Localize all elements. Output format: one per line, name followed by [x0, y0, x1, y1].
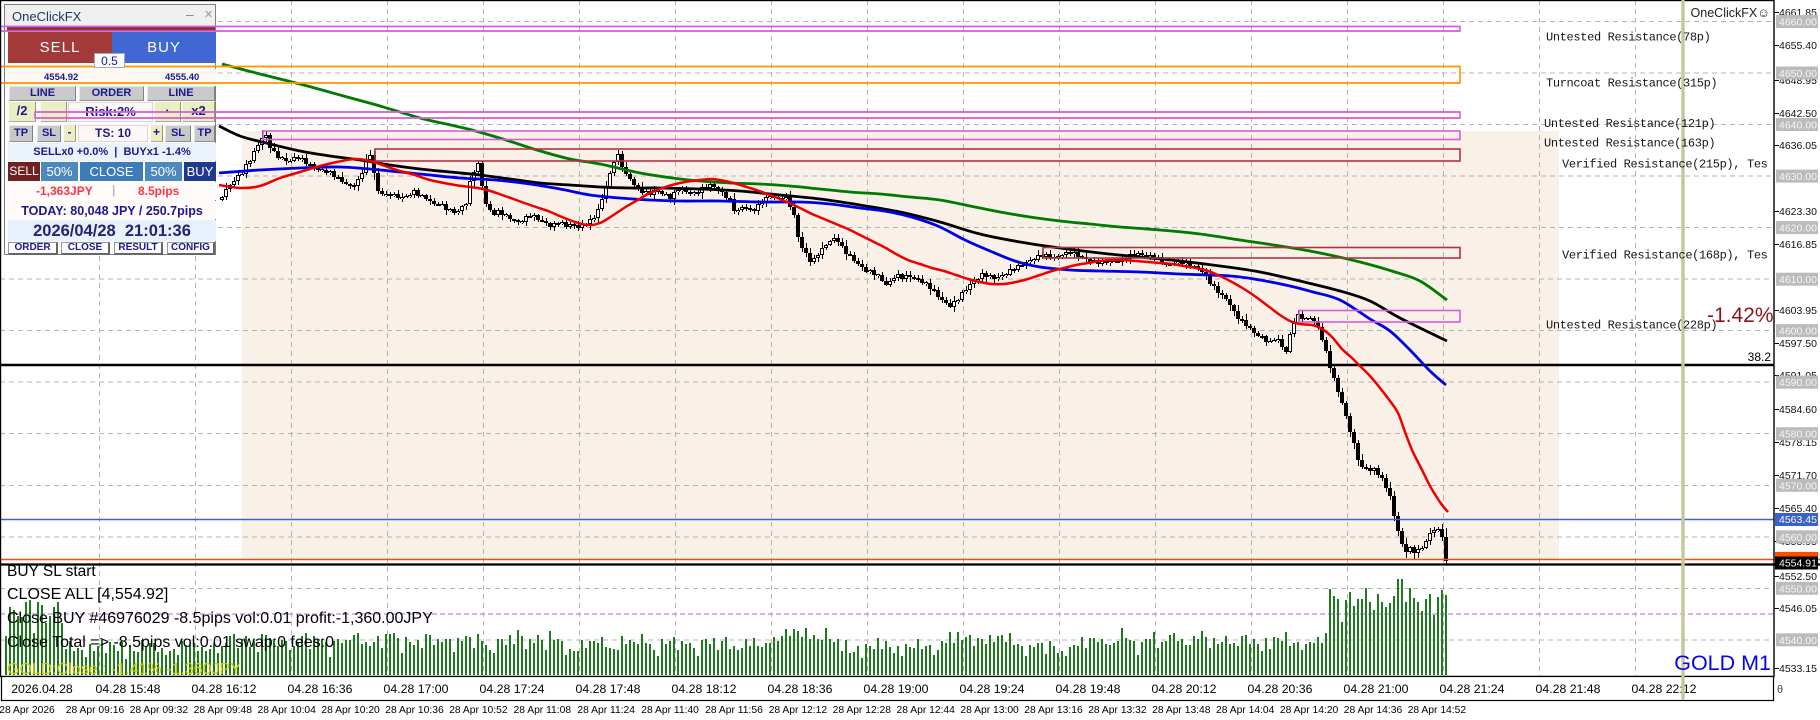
svg-text:28 Apr 13:32: 28 Apr 13:32 [1088, 705, 1147, 716]
svg-text:OneClickFX☺: OneClickFX☺ [1691, 6, 1770, 20]
svg-text:28 Apr 11:08: 28 Apr 11:08 [513, 705, 571, 716]
svg-text:4603.95: 4603.95 [1779, 305, 1817, 317]
svg-text:Untested Resistance(228p): Untested Resistance(228p) [1546, 319, 1717, 333]
svg-text:28 Apr 10:36: 28 Apr 10:36 [385, 705, 444, 716]
svg-text:4636.05: 4636.05 [1779, 140, 1817, 152]
svg-text:4554.91: 4554.91 [1779, 558, 1817, 570]
svg-text:28 Apr 10:52: 28 Apr 10:52 [449, 705, 508, 716]
svg-text:4546.05: 4546.05 [1779, 603, 1817, 615]
svg-text:4563.45: 4563.45 [1779, 514, 1817, 526]
svg-text:CLOSE ALL [4,554.92]: CLOSE ALL [4,554.92] [7, 586, 168, 603]
svg-text:04.28 19:24: 04.28 19:24 [960, 682, 1025, 696]
svg-text:04.28 18:36: 04.28 18:36 [768, 682, 833, 696]
svg-text:28 Apr 12:44: 28 Apr 12:44 [896, 705, 955, 716]
svg-text:Untested Resistance(163p): Untested Resistance(163p) [1544, 137, 1715, 151]
svg-text:Close Total => -8.5pips vol:0.: Close Total => -8.5pips vol:0.01 swap:0 … [7, 634, 334, 651]
svg-text:4580.00: 4580.00 [1779, 429, 1817, 441]
svg-text:04.28 17:24: 04.28 17:24 [480, 682, 545, 696]
svg-text:4533.15: 4533.15 [1779, 663, 1817, 675]
svg-text:4640.00: 4640.00 [1779, 120, 1817, 132]
svg-text:BUY SL start: BUY SL start [7, 563, 96, 580]
svg-text:4623.30: 4623.30 [1779, 206, 1817, 218]
svg-text:04.28 16:36: 04.28 16:36 [288, 682, 353, 696]
svg-text:28 Apr 13:16: 28 Apr 13:16 [1024, 705, 1083, 716]
svg-text:4540.00: 4540.00 [1779, 635, 1817, 647]
svg-text:4560.00: 4560.00 [1779, 532, 1817, 544]
svg-text:4590.00: 4590.00 [1779, 377, 1817, 389]
svg-text:Verified Resistance(215p), Tes: Verified Resistance(215p), Tes [1562, 158, 1768, 172]
svg-text:28 Apr 12:12: 28 Apr 12:12 [769, 705, 828, 716]
svg-text:Untested Resistance(121p): Untested Resistance(121p) [1544, 117, 1715, 131]
svg-text:28 Apr 09:48: 28 Apr 09:48 [194, 705, 253, 716]
svg-text:28 Apr 09:32: 28 Apr 09:32 [130, 705, 189, 716]
svg-text:28 Apr 14:52: 28 Apr 14:52 [1408, 705, 1467, 716]
svg-text:04.28 19:00: 04.28 19:00 [864, 682, 929, 696]
svg-text:4610.00: 4610.00 [1779, 274, 1817, 286]
svg-text:38.2: 38.2 [1748, 350, 1772, 364]
svg-text:GOLD:Close : -1.41% -1,360JPY: GOLD:Close : -1.41% -1,360JPY [7, 661, 241, 678]
svg-text:4584.60: 4584.60 [1779, 404, 1817, 416]
svg-text:4630.00: 4630.00 [1779, 171, 1817, 183]
svg-text:04.28 20:36: 04.28 20:36 [1248, 682, 1313, 696]
svg-text:2026.04.28: 2026.04.28 [11, 682, 73, 696]
svg-text:04.28 22:12: 04.28 22:12 [1632, 682, 1697, 696]
svg-text:4660.00: 4660.00 [1779, 17, 1817, 29]
svg-text:04.28 15:48: 04.28 15:48 [96, 682, 161, 696]
svg-text:Close BUY #46976029 -8.5pips v: Close BUY #46976029 -8.5pips vol:0.01 pr… [7, 610, 433, 627]
svg-text:04.28 17:48: 04.28 17:48 [576, 682, 641, 696]
svg-text:28 Apr 10:04: 28 Apr 10:04 [257, 705, 316, 716]
svg-text:04.28 16:12: 04.28 16:12 [192, 682, 257, 696]
svg-text:4616.85: 4616.85 [1779, 239, 1817, 251]
svg-text:28 Apr 09:16: 28 Apr 09:16 [66, 705, 125, 716]
svg-text:28 Apr 11:24: 28 Apr 11:24 [577, 705, 635, 716]
svg-text:4655.40: 4655.40 [1779, 40, 1817, 52]
svg-text:Turncoat Resistance(315p): Turncoat Resistance(315p) [1546, 77, 1717, 91]
svg-text:28 Apr 14:04: 28 Apr 14:04 [1216, 705, 1275, 716]
svg-text:28 Apr 11:56: 28 Apr 11:56 [705, 705, 763, 716]
svg-text:28 Apr 10:20: 28 Apr 10:20 [321, 705, 380, 716]
svg-text:-1.42%: -1.42% [1707, 304, 1774, 327]
svg-text:θ: θ [1777, 684, 1783, 696]
svg-text:28 Apr 13:48: 28 Apr 13:48 [1152, 705, 1211, 716]
svg-text:28 Apr 14:36: 28 Apr 14:36 [1344, 705, 1403, 716]
svg-text:4650.00: 4650.00 [1779, 68, 1817, 80]
svg-text:04.28 19:48: 04.28 19:48 [1056, 682, 1121, 696]
svg-text:4550.00: 4550.00 [1779, 583, 1817, 595]
svg-text:04.28 18:12: 04.28 18:12 [672, 682, 737, 696]
svg-text:04.28 17:00: 04.28 17:00 [384, 682, 449, 696]
svg-text:GOLD M1: GOLD M1 [1674, 651, 1771, 675]
svg-text:28 Apr 13:00: 28 Apr 13:00 [960, 705, 1019, 716]
svg-text:28 Apr 12:28: 28 Apr 12:28 [833, 705, 892, 716]
svg-text:4565.40: 4565.40 [1779, 503, 1817, 515]
svg-text:28 Apr 14:20: 28 Apr 14:20 [1280, 705, 1339, 716]
svg-text:Untested Resistance(78p): Untested Resistance(78p) [1546, 31, 1710, 45]
svg-text:4642.50: 4642.50 [1779, 108, 1817, 120]
svg-text:04.28 20:12: 04.28 20:12 [1152, 682, 1217, 696]
svg-text:04.28 21:00: 04.28 21:00 [1344, 682, 1409, 696]
svg-text:4597.50: 4597.50 [1779, 338, 1817, 350]
svg-text:4600.00: 4600.00 [1779, 326, 1817, 338]
svg-text:04.28 21:24: 04.28 21:24 [1440, 682, 1505, 696]
svg-text:04.28 21:48: 04.28 21:48 [1536, 682, 1601, 696]
svg-text:4552.50: 4552.50 [1779, 571, 1817, 583]
svg-text:4620.00: 4620.00 [1779, 223, 1817, 235]
svg-text:28 Apr 11:40: 28 Apr 11:40 [641, 705, 699, 716]
svg-text:28 Apr 2026: 28 Apr 2026 [0, 705, 55, 716]
svg-text:Verified Resistance(168p), Tes: Verified Resistance(168p), Tes [1562, 249, 1768, 263]
svg-text:4570.00: 4570.00 [1779, 480, 1817, 492]
